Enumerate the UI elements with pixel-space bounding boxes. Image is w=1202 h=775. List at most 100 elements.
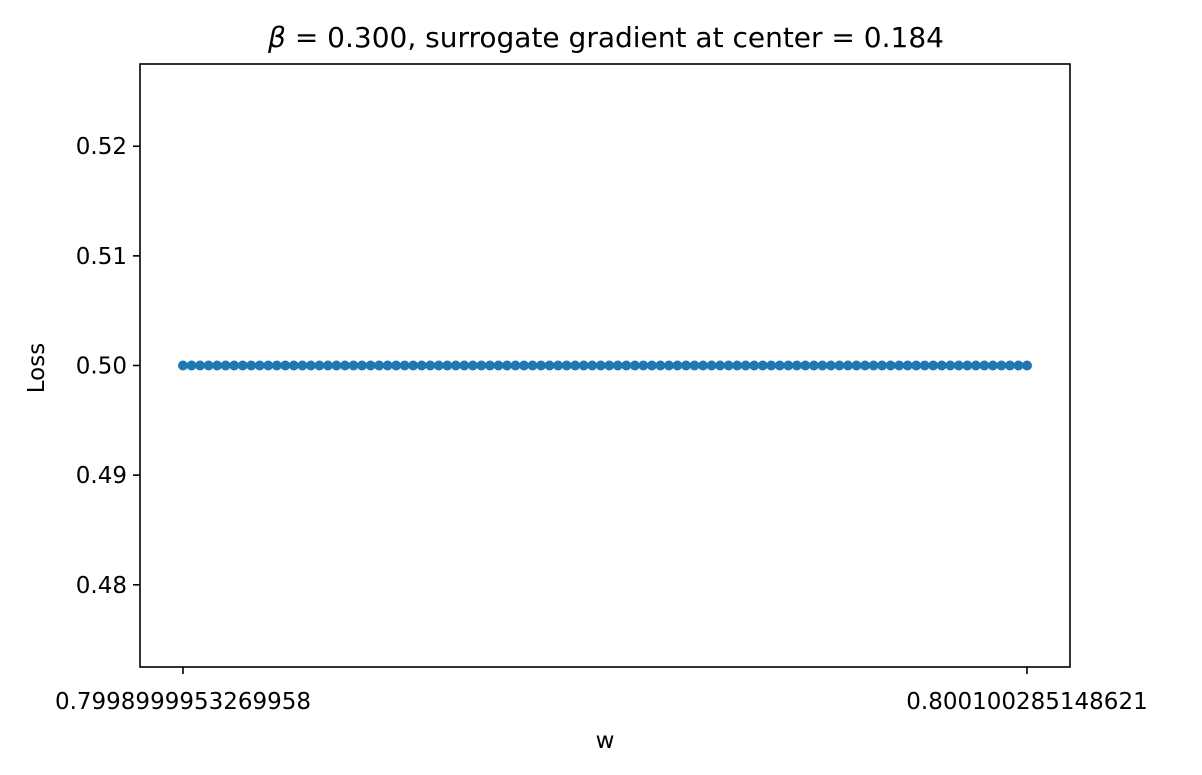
y-tick-label: 0.49	[76, 463, 127, 489]
data-point	[868, 360, 879, 371]
data-point	[314, 360, 325, 371]
x-axis-label: w	[596, 728, 615, 754]
data-series	[178, 360, 1032, 371]
data-point	[851, 360, 862, 371]
data-point	[732, 360, 743, 371]
data-point	[860, 360, 871, 371]
data-point	[399, 360, 410, 371]
data-point	[680, 360, 691, 371]
data-point	[945, 360, 956, 371]
data-point	[186, 360, 197, 371]
data-point	[459, 360, 470, 371]
y-tick-label: 0.52	[76, 134, 127, 160]
data-point	[766, 360, 777, 371]
data-point	[698, 360, 709, 371]
data-point	[587, 360, 598, 371]
data-point	[365, 360, 376, 371]
data-point	[723, 360, 734, 371]
data-point	[877, 360, 888, 371]
data-point	[911, 360, 922, 371]
data-point	[800, 360, 811, 371]
data-point	[280, 360, 291, 371]
data-point	[553, 360, 564, 371]
data-point	[757, 360, 768, 371]
data-point	[544, 360, 555, 371]
y-tick-label: 0.51	[76, 244, 127, 270]
data-point	[501, 360, 512, 371]
y-tick-label: 0.48	[76, 573, 127, 599]
data-point	[178, 360, 188, 371]
data-point	[655, 360, 666, 371]
data-point	[629, 360, 640, 371]
data-point	[715, 360, 726, 371]
data-point	[706, 360, 717, 371]
title-text: = 0.300, surrogate gradient at center = …	[286, 21, 944, 54]
data-point	[416, 360, 427, 371]
data-point	[339, 360, 350, 371]
data-point	[783, 360, 794, 371]
data-point	[749, 360, 760, 371]
data-point	[476, 360, 487, 371]
data-point	[203, 360, 214, 371]
data-point	[578, 360, 589, 371]
data-point	[254, 360, 265, 371]
data-point	[638, 360, 649, 371]
x-tick-label: 0.7998999953269958	[55, 689, 311, 715]
data-point	[621, 360, 632, 371]
data-point	[612, 360, 623, 371]
y-axis: 0.48 0.49 0.50 0.51 0.52	[76, 134, 140, 599]
data-point	[348, 360, 359, 371]
data-point	[357, 360, 368, 371]
data-point	[1022, 360, 1032, 371]
data-point	[979, 360, 990, 371]
data-point	[987, 360, 998, 371]
data-point	[1013, 360, 1024, 371]
data-point	[1004, 360, 1015, 371]
data-point	[689, 360, 700, 371]
data-point	[953, 360, 964, 371]
data-point	[288, 360, 299, 371]
x-axis: 0.7998999953269958 0.800100285148621	[55, 667, 1148, 715]
data-point	[902, 360, 913, 371]
data-point	[536, 360, 547, 371]
data-point	[322, 360, 333, 371]
data-point	[561, 360, 572, 371]
data-point	[791, 360, 802, 371]
data-point	[646, 360, 657, 371]
data-point	[297, 360, 308, 371]
data-point	[391, 360, 402, 371]
data-point	[834, 360, 845, 371]
data-point	[519, 360, 530, 371]
data-point	[331, 360, 342, 371]
data-point	[237, 360, 248, 371]
data-point	[928, 360, 939, 371]
data-point	[305, 360, 316, 371]
data-point	[919, 360, 930, 371]
data-point	[382, 360, 393, 371]
data-point	[220, 360, 231, 371]
title-beta-symbol: β	[267, 21, 286, 54]
data-point	[484, 360, 495, 371]
data-point	[595, 360, 606, 371]
data-point	[450, 360, 461, 371]
data-point	[970, 360, 981, 371]
chart-title: β = 0.300, surrogate gradient at center …	[267, 21, 944, 54]
y-axis-label: Loss	[24, 343, 50, 393]
data-point	[493, 360, 504, 371]
data-point	[962, 360, 973, 371]
y-tick-label: 0.50	[76, 354, 127, 380]
data-point	[467, 360, 478, 371]
data-point	[271, 360, 282, 371]
data-point	[808, 360, 819, 371]
data-point	[936, 360, 947, 371]
data-point	[212, 360, 223, 371]
data-point	[825, 360, 836, 371]
data-point	[740, 360, 751, 371]
data-point	[246, 360, 257, 371]
data-point	[425, 360, 436, 371]
data-point	[442, 360, 453, 371]
data-point	[263, 360, 274, 371]
data-point	[229, 360, 240, 371]
data-point	[433, 360, 444, 371]
